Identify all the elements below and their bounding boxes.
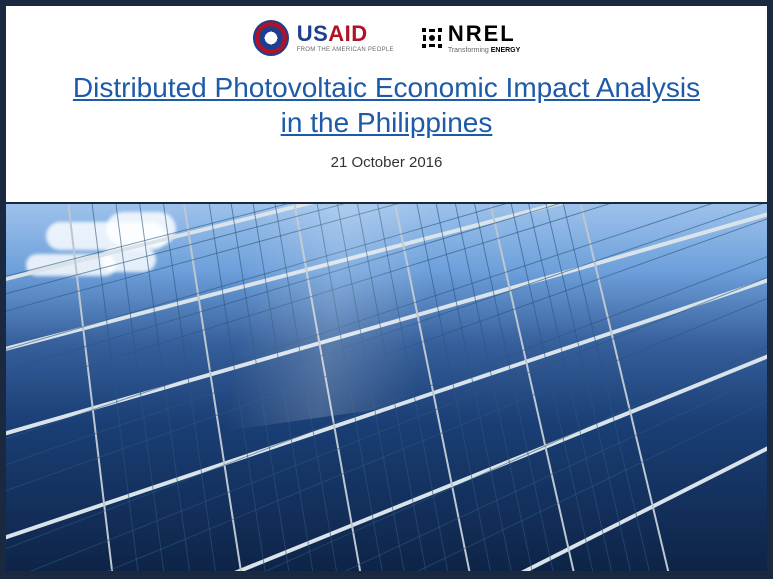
usaid-name: USAID <box>297 23 394 45</box>
usaid-us: US <box>297 21 329 46</box>
usaid-seal-icon <box>253 20 289 56</box>
logo-row: USAID FROM THE AMERICAN PEOPLE <box>253 20 521 56</box>
usaid-aid: AID <box>328 21 367 46</box>
nrel-tagline-prefix: Transforming <box>448 47 491 54</box>
nrel-text: NREL Transforming ENERGY <box>448 23 520 54</box>
usaid-tagline: FROM THE AMERICAN PEOPLE <box>297 47 394 53</box>
hero-image <box>6 204 767 571</box>
nrel-tagline-strong: ENERGY <box>491 47 521 54</box>
usaid-logo: USAID FROM THE AMERICAN PEOPLE <box>253 20 394 56</box>
header-panel: USAID FROM THE AMERICAN PEOPLE <box>6 6 767 202</box>
solar-panel-icon <box>6 204 767 571</box>
nrel-glyph-icon <box>422 28 442 48</box>
nrel-name: NREL <box>448 23 520 45</box>
nrel-tagline: Transforming ENERGY <box>448 47 520 54</box>
slide-title: Distributed Photovoltaic Economic Impact… <box>67 70 707 140</box>
usaid-text: USAID FROM THE AMERICAN PEOPLE <box>297 23 394 53</box>
slide-date: 21 October 2016 <box>331 154 443 171</box>
nrel-logo: NREL Transforming ENERGY <box>422 23 520 54</box>
